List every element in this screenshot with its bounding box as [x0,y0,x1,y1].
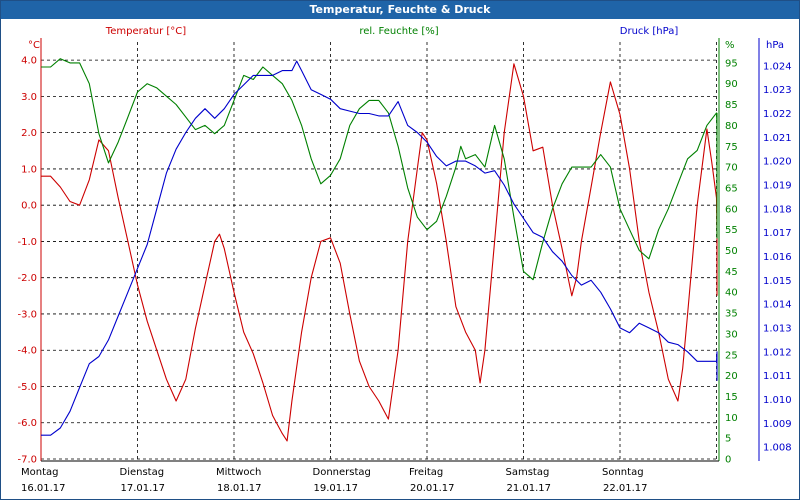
humidity-axis-ticks: 0 5 10 15 20 25 30 35 40 45 50 55 60 65 70 75 80 85 90 95% [725,40,738,466]
series-line-hum [41,58,718,281]
temperature-tick-label: -7.0 [17,455,37,466]
pressure-tick-label: 1.012 [763,347,792,358]
temperature-tick-label: -5.0 [17,382,37,393]
temperature-tick-label: -4.0 [17,346,37,357]
x-tick-date: 21.01.17 [507,483,552,494]
x-tick-day: Sonntag [602,467,644,478]
pressure-tick-label: 1.008 [763,443,792,454]
series-line-press [41,60,718,436]
x-tick-day: Montag [21,467,58,478]
humidity-tick-label: 60 [725,204,738,215]
series-lines [41,58,718,442]
grid [41,42,719,460]
x-tick-day: Donnerstag [313,467,371,478]
window-title: Temperatur, Feuchte & Druck [1,1,799,19]
humidity-tick-label: 45 [725,267,738,278]
pressure-tick-label: 1.009 [763,419,792,430]
humidity-tick-label: 5 [725,434,731,445]
humidity-tick-label: 90 [725,79,738,90]
pressure-tick-label: 1.015 [763,276,792,287]
pressure-tick-label: 1.017 [763,228,792,239]
humidity-tick-label: 0 [725,455,731,466]
pressure-tick-label: 1.011 [763,371,792,382]
humidity-tick-label: 65 [725,183,738,194]
x-tick-date: 20.01.17 [410,483,455,494]
pressure-unit-label: hPa [766,40,784,51]
x-tick-date: 17.01.17 [121,483,166,494]
pressure-tick-label: 1.010 [763,395,792,406]
temperature-tick-label: 0.0 [21,201,37,212]
humidity-tick-label: 40 [725,288,738,299]
x-tick-day: Dienstag [120,467,165,478]
pressure-axis-ticks: hPa 1.008 1.009 1.010 1.011 1.012 1.013 1.014 1.… [763,40,792,454]
humidity-tick-label: 10 [725,413,738,424]
pressure-tick-label: 1.018 [763,204,792,215]
temperature-unit-label: °C [28,40,40,51]
pressure-tick-label: 1.021 [763,133,792,144]
x-tick-date: 18.01.17 [217,483,262,494]
humidity-tick-label: 15 [725,392,738,403]
humidity-tick-label: 95 [725,58,738,69]
temperature-axis-ticks: °C 4.0 3.0 2.0 1.0 0.0 -1.0 -2.0 -3.0 -4.0 -5.0 -6.… [17,40,40,466]
humidity-tick-label: 25 [725,350,738,361]
pressure-tick-label: 1.019 [763,180,792,191]
x-tick-date: 19.01.17 [314,483,359,494]
pressure-tick-label: 1.016 [763,252,792,263]
humidity-tick-label: 85 [725,100,738,111]
humidity-tick-label: 80 [725,121,738,132]
series-headers: Temperatur [°C] rel. Feuchte [%] Druck [hP… [105,26,679,37]
humidity-unit-label: % [725,40,735,51]
temperature-tick-label: -2.0 [17,273,37,284]
pressure-tick-label: 1.024 [763,61,792,72]
humidity-tick-label: 50 [725,246,738,257]
humidity-tick-label: 35 [725,309,738,320]
x-tick-day: Mittwoch [216,467,261,478]
temperature-tick-label: -1.0 [17,237,37,248]
humidity-tick-label: 20 [725,371,738,382]
temperature-tick-label: 4.0 [21,56,37,67]
pressure-tick-label: 1.020 [763,157,792,168]
series-header: rel. Feuchte [%] [359,26,438,37]
pressure-tick-label: 1.022 [763,109,792,120]
pressure-tick-label: 1.014 [763,300,792,311]
pressure-tick-label: 1.013 [763,323,792,334]
x-tick-day: Samstag [506,467,550,478]
temperature-tick-label: 2.0 [21,128,37,139]
series-line-temp [41,63,718,442]
humidity-tick-label: 70 [725,163,738,174]
x-tick-date: 22.01.17 [603,483,648,494]
temperature-tick-label: 3.0 [21,92,37,103]
humidity-tick-label: 55 [725,225,738,236]
series-header: Druck [hPa] [620,26,679,37]
x-tick-day: Freitag [409,467,443,478]
axis-lines [40,38,760,462]
temperature-tick-label: -6.0 [17,418,37,429]
humidity-tick-label: 75 [725,142,738,153]
humidity-tick-label: 30 [725,329,738,340]
pressure-tick-label: 1.023 [763,85,792,96]
series-header: Temperatur [°C] [105,26,186,37]
x-axis-ticks: Montag 16.01.17 Dienstag 17.01.17 Mittwoch 18… [21,467,648,494]
temperature-tick-label: -3.0 [17,309,37,320]
x-tick-date: 16.01.17 [21,483,66,494]
chart-svg: °C 4.0 3.0 2.0 1.0 0.0 -1.0 -2.0 -3.0 -4.0 -5.0 -6.… [17,26,792,494]
temperature-tick-label: 1.0 [21,164,37,175]
